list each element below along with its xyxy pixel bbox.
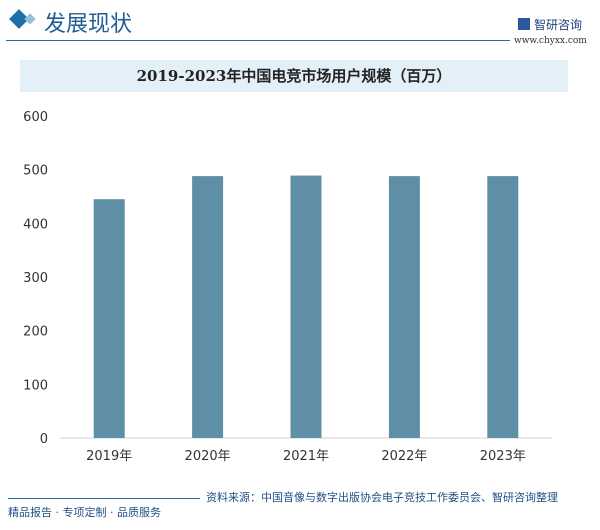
x-tick-label: 2023年 bbox=[480, 449, 526, 464]
header-divider bbox=[6, 40, 510, 41]
section-title: 发展现状 bbox=[44, 12, 133, 37]
x-tick-label: 2022年 bbox=[381, 449, 427, 464]
y-tick-label: 600 bbox=[23, 110, 48, 125]
x-tick-label: 2020年 bbox=[185, 449, 231, 464]
bar-2021年 bbox=[290, 175, 322, 438]
site-url: www.chyxx.com bbox=[514, 36, 587, 46]
bar-2023年 bbox=[487, 176, 519, 438]
logo-icon bbox=[518, 18, 530, 30]
logo-text: 智研咨询 bbox=[534, 18, 583, 32]
bar-2019年 bbox=[93, 199, 125, 438]
bar-2022年 bbox=[388, 176, 420, 438]
chart-title: 2019-2023年中国电竞市场用户规模（百万） bbox=[20, 60, 568, 92]
y-tick-label: 100 bbox=[23, 378, 48, 393]
y-tick-label: 300 bbox=[23, 271, 48, 286]
x-tick-label: 2019年 bbox=[86, 449, 132, 464]
y-tick-label: 500 bbox=[23, 164, 48, 179]
source-note: 资料来源：中国音像与数字出版协会电子竞技工作委员会、智研咨询整理 bbox=[206, 491, 558, 504]
bar-2020年 bbox=[192, 176, 224, 438]
y-tick-label: 400 bbox=[23, 217, 48, 232]
slogan: 精品报告 · 专项定制 · 品质服务 bbox=[8, 506, 161, 519]
y-tick-label: 200 bbox=[23, 325, 48, 340]
logo: 智研咨询 bbox=[518, 16, 582, 33]
footer-divider bbox=[8, 498, 200, 499]
x-tick-label: 2021年 bbox=[283, 449, 329, 464]
y-tick-label: 0 bbox=[40, 432, 48, 447]
